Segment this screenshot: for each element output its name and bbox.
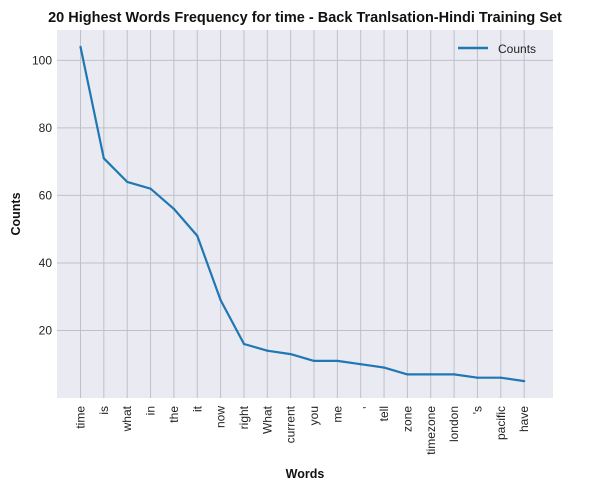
chart-title: 20 Highest Words Frequency for time - Ba…: [48, 10, 562, 26]
x-tick-label: have: [517, 406, 531, 432]
x-tick-label: pacific: [494, 406, 508, 440]
x-tick-label: me: [330, 406, 344, 423]
data-point: [149, 187, 152, 190]
data-point: [406, 373, 409, 376]
y-axis-label: Counts: [9, 192, 23, 235]
data-point: [289, 353, 292, 356]
data-point: [382, 366, 386, 369]
data-point: [476, 376, 479, 379]
data-point: [172, 207, 175, 211]
y-gridlines: [57, 59, 553, 331]
data-point: [219, 298, 222, 302]
x-tick-label: it: [190, 405, 204, 412]
data-point: [266, 349, 269, 352]
x-axis-label: Words: [286, 467, 325, 481]
y-tick-label: 40: [39, 256, 53, 270]
x-tick-label: timezone: [424, 406, 438, 455]
x-tick-label: time: [74, 406, 88, 429]
x-tick-label: current: [284, 405, 298, 443]
data-point: [499, 376, 502, 379]
data-point: [312, 359, 316, 362]
x-gridlines: [80, 30, 525, 398]
x-tick-label: london: [447, 406, 461, 442]
x-tick-label: ,: [354, 406, 368, 409]
x-tick-label: What: [260, 405, 274, 434]
data-point: [429, 373, 432, 376]
data-point: [102, 157, 105, 160]
plot-area: [57, 30, 553, 398]
x-tick-label: zone: [400, 406, 414, 432]
y-tick-labels: 20 40 60 80 100: [32, 53, 52, 337]
x-tick-label: is: [97, 406, 111, 415]
x-tick-labels: time is what in the it now right What current you m…: [74, 405, 532, 454]
data-point: [359, 363, 362, 366]
data-point: [523, 380, 526, 383]
y-tick-label: 60: [39, 188, 53, 202]
data-point: [196, 234, 199, 238]
data-point: [453, 373, 456, 376]
data-point: [79, 45, 82, 48]
data-point: [242, 342, 246, 346]
y-tick-label: 100: [32, 53, 52, 67]
x-tick-label: what: [120, 405, 134, 432]
data-point: [336, 359, 339, 362]
x-tick-label: tell: [377, 406, 391, 421]
x-tick-label: right: [237, 405, 251, 429]
series-line-counts: [79, 46, 525, 383]
legend: Counts: [458, 42, 536, 56]
x-tick-label: the: [167, 406, 181, 423]
x-tick-label: you: [307, 406, 321, 425]
data-point: [126, 180, 129, 184]
data-points: [79, 45, 526, 383]
legend-label-counts: Counts: [498, 42, 536, 56]
x-tick-label: now: [214, 406, 228, 428]
y-tick-label: 80: [39, 121, 53, 135]
x-tick-label: 's: [470, 406, 484, 414]
y-tick-label: 20: [39, 323, 53, 337]
x-tick-label: in: [144, 406, 158, 415]
